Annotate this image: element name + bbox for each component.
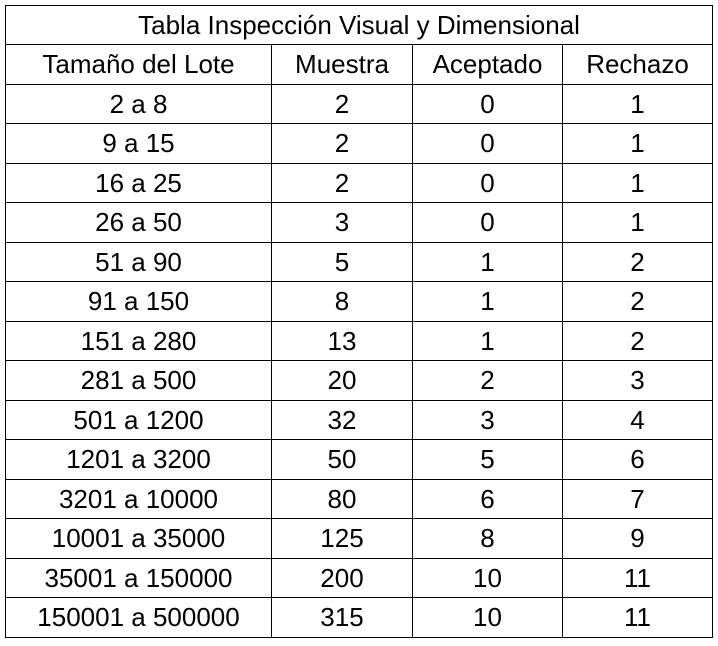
table-row: 281 a 500 20 2 3	[5, 360, 714, 401]
rejected-cell: 11	[561, 597, 714, 638]
table-row: 51 a 90 5 1 2	[5, 241, 714, 282]
table-row: 10001 a 35000 125 8 9	[5, 518, 714, 559]
rejected-cell: 3	[561, 360, 714, 401]
rejected-cell: 7	[561, 478, 714, 519]
rejected-cell: 1	[561, 202, 714, 243]
rejected-cell: 4	[561, 399, 714, 440]
rejected-cell: 1	[561, 162, 714, 203]
rejected-cell: 1	[561, 83, 714, 124]
lot-size-cell: 150001 a 500000	[5, 597, 272, 638]
rejected-cell: 2	[561, 241, 714, 282]
accepted-cell: 2	[412, 360, 563, 401]
accepted-cell: 10	[412, 597, 563, 638]
lot-size-cell: 16 a 25	[5, 162, 272, 203]
rejected-cell: 6	[561, 439, 714, 480]
sample-cell: 315	[271, 597, 413, 638]
rejected-cell: 1	[561, 123, 714, 164]
sample-cell: 32	[271, 399, 413, 440]
table-row: 91 a 150 8 1 2	[5, 281, 714, 322]
sample-cell: 8	[271, 281, 413, 322]
table-row: 26 a 50 3 0 1	[5, 202, 714, 243]
accepted-cell: 0	[412, 83, 563, 124]
lot-size-cell: 2 a 8	[5, 83, 272, 124]
accepted-cell: 0	[412, 162, 563, 203]
lot-size-cell: 151 a 280	[5, 320, 272, 361]
rejected-cell: 9	[561, 518, 714, 559]
lot-size-cell: 35001 a 150000	[5, 557, 272, 598]
rejected-cell: 2	[561, 281, 714, 322]
accepted-cell: 5	[412, 439, 563, 480]
lot-size-cell: 51 a 90	[5, 241, 272, 282]
accepted-cell: 1	[412, 241, 563, 282]
table-row: 151 a 280 13 1 2	[5, 320, 714, 361]
lot-size-cell: 281 a 500	[5, 360, 272, 401]
column-header-sample: Muestra	[271, 44, 413, 85]
table-row: 2 a 8 2 0 1	[5, 83, 714, 124]
inspection-table-sheet: Tabla Inspección Visual y Dimensional Ta…	[4, 5, 714, 641]
header-row: Tamaño del Lote Muestra Aceptado Rechazo	[5, 44, 714, 85]
inspection-table: Tabla Inspección Visual y Dimensional Ta…	[4, 5, 714, 638]
table-row: 150001 a 500000 315 10 11	[5, 597, 714, 638]
sample-cell: 2	[271, 123, 413, 164]
lot-size-cell: 3201 a 10000	[5, 478, 272, 519]
accepted-cell: 6	[412, 478, 563, 519]
sample-cell: 200	[271, 557, 413, 598]
accepted-cell: 3	[412, 399, 563, 440]
sample-cell: 2	[271, 162, 413, 203]
table-row: 501 a 1200 32 3 4	[5, 399, 714, 440]
sample-cell: 50	[271, 439, 413, 480]
lot-size-cell: 91 a 150	[5, 281, 272, 322]
sample-cell: 3	[271, 202, 413, 243]
column-header-rejected: Rechazo	[561, 44, 714, 85]
accepted-cell: 1	[412, 281, 563, 322]
lot-size-cell: 501 a 1200	[5, 399, 272, 440]
column-header-lot-size: Tamaño del Lote	[5, 44, 272, 85]
lot-size-cell: 1201 a 3200	[5, 439, 272, 480]
lot-size-cell: 9 a 15	[5, 123, 272, 164]
sample-cell: 13	[271, 320, 413, 361]
accepted-cell: 1	[412, 320, 563, 361]
lot-size-cell: 10001 a 35000	[5, 518, 272, 559]
sample-cell: 5	[271, 241, 413, 282]
table-row: 16 a 25 2 0 1	[5, 162, 714, 203]
sample-cell: 125	[271, 518, 413, 559]
title-row: Tabla Inspección Visual y Dimensional	[4, 5, 714, 45]
sample-cell: 20	[271, 360, 413, 401]
accepted-cell: 10	[412, 557, 563, 598]
accepted-cell: 0	[412, 123, 563, 164]
accepted-cell: 8	[412, 518, 563, 559]
table-title: Tabla Inspección Visual y Dimensional	[4, 5, 714, 45]
rejected-cell: 2	[561, 320, 714, 361]
table-row: 35001 a 150000 200 10 11	[5, 557, 714, 598]
accepted-cell: 0	[412, 202, 563, 243]
table-row: 9 a 15 2 0 1	[5, 123, 714, 164]
rejected-cell: 11	[561, 557, 714, 598]
sample-cell: 80	[271, 478, 413, 519]
sample-cell: 2	[271, 83, 413, 124]
table-row: 1201 a 3200 50 5 6	[5, 439, 714, 480]
column-header-accepted: Aceptado	[412, 44, 563, 85]
lot-size-cell: 26 a 50	[5, 202, 272, 243]
table-row: 3201 a 10000 80 6 7	[5, 478, 714, 519]
